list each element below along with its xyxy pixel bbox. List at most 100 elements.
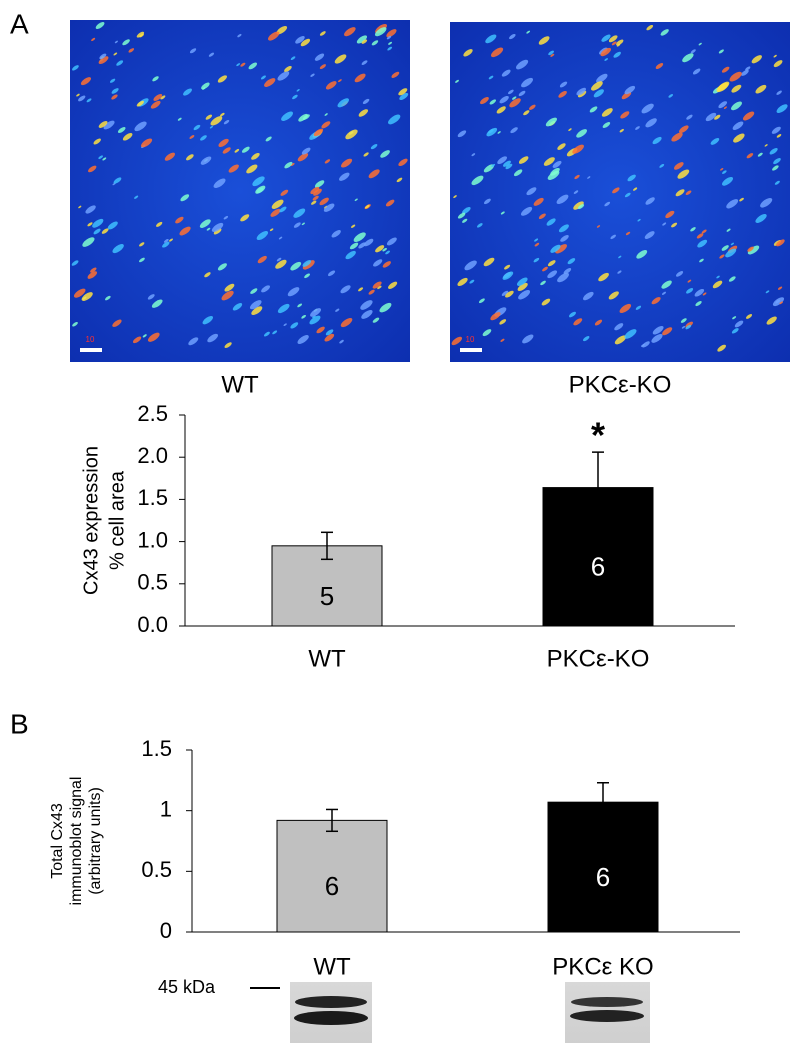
speckle — [309, 315, 321, 325]
speckle — [301, 147, 311, 155]
speckle — [109, 78, 116, 83]
speckle — [257, 255, 267, 264]
speckle — [671, 132, 683, 142]
speckle — [776, 90, 782, 95]
speckle — [250, 288, 258, 294]
speckle — [557, 272, 569, 283]
speckle — [224, 283, 235, 292]
speckle — [304, 273, 311, 279]
speckle — [714, 114, 721, 120]
speckle — [775, 239, 785, 247]
speckle — [310, 73, 315, 77]
speckle — [720, 168, 724, 171]
speckle — [368, 289, 375, 295]
speckle — [210, 116, 223, 126]
speckle — [311, 200, 317, 205]
speckle — [105, 295, 111, 301]
speckle — [635, 305, 642, 310]
speckle — [574, 174, 580, 180]
speckle — [372, 317, 380, 323]
speckle — [594, 319, 603, 326]
speckle — [559, 81, 568, 88]
speckle — [361, 309, 373, 319]
speckle — [324, 113, 328, 116]
speckle — [136, 31, 145, 38]
speckle — [577, 90, 587, 98]
speckle — [764, 144, 768, 147]
speckle — [81, 292, 93, 301]
blot-marker: 45 kDa — [158, 977, 216, 997]
speckle — [314, 180, 325, 188]
speckle — [360, 300, 373, 310]
speckle — [188, 337, 199, 346]
speckle — [662, 327, 673, 336]
speckle — [690, 227, 696, 232]
speckle — [147, 332, 160, 342]
y-tick-label: 0.5 — [141, 857, 172, 882]
speckle — [301, 314, 306, 319]
speckle — [85, 205, 96, 214]
speckle — [613, 51, 621, 58]
speckle — [699, 258, 704, 263]
speckle — [358, 109, 369, 117]
speckle — [111, 94, 118, 100]
speckle — [765, 290, 770, 294]
speckle — [139, 242, 145, 247]
speckle — [652, 136, 662, 145]
speckle — [388, 41, 392, 45]
speckle — [114, 40, 118, 44]
speckle — [374, 27, 387, 37]
speckle — [373, 259, 383, 267]
speckle — [76, 93, 80, 97]
speckle — [463, 49, 473, 57]
speckle — [567, 258, 576, 265]
speckle — [319, 197, 329, 206]
speckle — [755, 84, 767, 94]
speckle — [278, 236, 283, 240]
speckle — [386, 29, 397, 38]
speckle — [677, 169, 690, 179]
speckle — [568, 311, 576, 318]
image-label: PKCε-KO — [569, 371, 672, 398]
speckle — [690, 49, 696, 54]
speckle — [204, 272, 211, 278]
y-axis-label: immunoblot signal — [68, 777, 85, 906]
speckle — [199, 219, 211, 228]
speckle — [476, 223, 483, 228]
speckle — [398, 88, 408, 96]
speckle — [633, 187, 638, 191]
speckle — [533, 257, 540, 263]
speckle — [624, 85, 636, 95]
speckle — [354, 73, 366, 83]
speckle — [697, 239, 708, 248]
speckle — [641, 103, 654, 114]
speckle — [457, 277, 468, 287]
speckle — [297, 335, 309, 345]
speckle — [327, 270, 336, 277]
speckle — [371, 40, 379, 46]
speckle — [128, 48, 135, 53]
speckle — [550, 53, 555, 57]
speckle — [91, 37, 96, 41]
speckle — [739, 197, 744, 202]
speckle — [269, 228, 274, 232]
speckle — [391, 71, 400, 78]
speckle — [139, 33, 144, 38]
speckle — [93, 138, 101, 145]
speckle — [522, 334, 534, 344]
micrograph — [70, 20, 410, 362]
speckle — [313, 188, 322, 196]
y-tick-label: 0 — [160, 918, 172, 943]
speckle — [718, 49, 724, 54]
speckle — [680, 318, 687, 323]
speckle — [521, 77, 534, 88]
speckle — [272, 330, 278, 335]
speckle — [534, 242, 540, 247]
speckle — [694, 288, 705, 297]
speckle — [726, 228, 731, 232]
speckle — [488, 75, 494, 80]
speckle — [209, 125, 213, 129]
speckle — [516, 59, 529, 70]
speckle — [500, 211, 505, 215]
